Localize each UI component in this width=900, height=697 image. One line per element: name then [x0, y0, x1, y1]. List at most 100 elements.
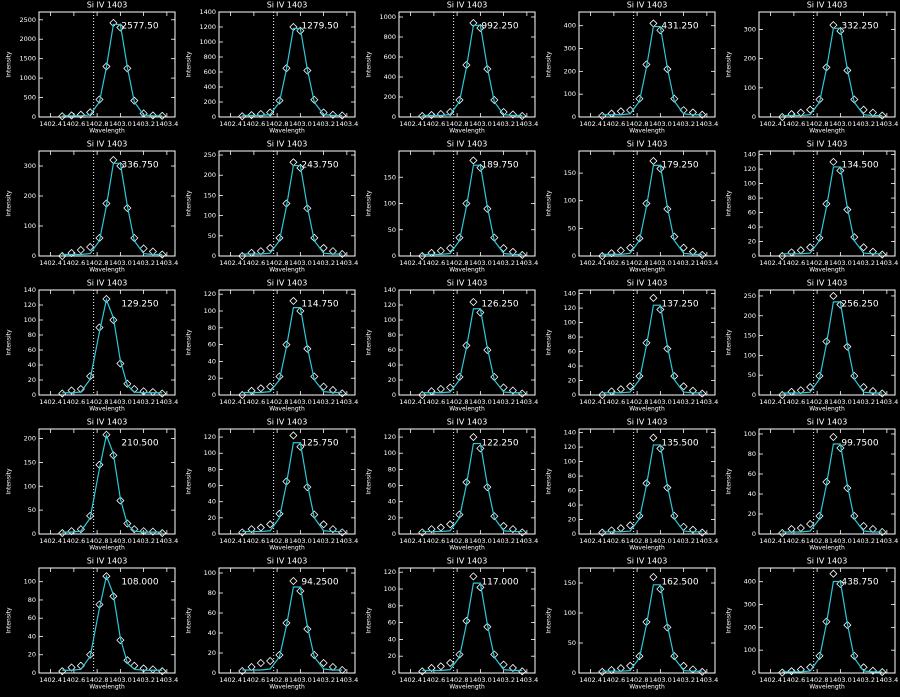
y-tick-label: 0 [212, 113, 216, 121]
x-tick-label: 1403.2 [852, 120, 875, 128]
y-tick-label: 100 [564, 609, 576, 617]
y-tick-label: 50 [208, 232, 216, 240]
x-axis-label: Wavelength [449, 406, 485, 413]
data-point [58, 112, 67, 121]
plot-frame [38, 11, 176, 118]
y-tick-label: 80 [28, 596, 36, 604]
x-tick-label: 1403.2 [132, 259, 155, 267]
y-axis-label: Intensity [186, 468, 193, 495]
panel-title: Si IV 1403 [447, 279, 488, 288]
y-axis-label: Intensity [366, 329, 373, 356]
y-tick-label: 0 [32, 113, 36, 121]
x-tick-label: 1403.4 [515, 259, 538, 267]
y-tick-label: 0 [212, 669, 216, 677]
y-tick-label: 200 [564, 67, 576, 75]
x-tick-label: 1402.8 [626, 537, 649, 545]
y-tick-label: 80 [388, 331, 396, 339]
y-tick-label: 200 [24, 192, 36, 200]
data-point [663, 344, 672, 353]
data-point [427, 663, 436, 673]
data-point [296, 163, 305, 173]
annotation: 137.250 [661, 300, 698, 310]
annotation: 2577.50 [121, 22, 158, 32]
data-point [859, 521, 868, 531]
x-tick-label: 1403.0 [649, 120, 672, 128]
data-point [806, 243, 815, 252]
x-tick-label: 1402.4 [399, 537, 422, 545]
x-tick-label: 1403.0 [109, 537, 132, 545]
y-tick-label: 200 [744, 623, 756, 631]
data-point [469, 297, 478, 307]
data-point [86, 650, 95, 659]
x-axis-label: Wavelength [809, 267, 845, 274]
fit-line [782, 443, 883, 533]
data-point [490, 512, 499, 521]
data-point [446, 658, 455, 667]
x-tick-label: 1403.2 [672, 259, 695, 267]
data-point [436, 662, 445, 671]
y-tick-label: 300 [24, 162, 36, 170]
x-tick-label: 1402.8 [266, 120, 289, 128]
fit-line [602, 26, 703, 116]
y-tick-label: 80 [208, 589, 216, 597]
panel-title: Si IV 1403 [627, 557, 668, 566]
data-point [829, 432, 838, 442]
x-tick-label: 1403.0 [289, 120, 312, 128]
data-point [109, 592, 118, 601]
y-tick-label: 1000 [379, 13, 396, 21]
y-axis-label: Intensity [546, 468, 553, 495]
x-tick-label: 1402.4 [579, 120, 602, 128]
data-point [868, 666, 877, 675]
data-point [836, 443, 845, 453]
y-axis-label: Intensity [546, 329, 553, 356]
data-point [635, 652, 644, 661]
x-tick-label: 1403.2 [672, 398, 695, 406]
data-point [483, 64, 492, 74]
data-point [649, 433, 658, 442]
data-point [499, 660, 508, 669]
data-point [626, 521, 635, 530]
x-tick-label: 1403.2 [312, 676, 335, 684]
data-point [843, 342, 852, 351]
data-point [656, 584, 665, 594]
data-point [483, 204, 492, 213]
x-tick-label: 1402.8 [446, 537, 469, 545]
y-tick-label: 100 [384, 316, 396, 324]
y-tick-label: 20 [28, 651, 36, 659]
data-point [476, 163, 485, 172]
data-point [86, 242, 95, 252]
y-tick-label: 0 [212, 530, 216, 538]
x-axis-label: Wavelength [89, 128, 125, 135]
x-tick-label: 1402.4 [759, 398, 782, 406]
data-point [109, 315, 118, 325]
data-point [86, 511, 95, 520]
x-axis-label: Wavelength [629, 684, 665, 691]
x-tick-label: 1403.2 [132, 120, 155, 128]
data-point [123, 379, 132, 388]
y-tick-label: 100 [564, 458, 576, 466]
x-tick-label: 1403.0 [649, 537, 672, 545]
plot-frame [398, 567, 536, 674]
x-tick-label: 1402.6 [782, 537, 805, 545]
x-tick-label: 1402.6 [602, 398, 625, 406]
x-tick-label: 1402.6 [602, 259, 625, 267]
y-axis-label: Intensity [366, 607, 373, 634]
y-axis-label: Intensity [366, 51, 373, 78]
x-tick-label: 1403.4 [515, 398, 538, 406]
panel-title: Si IV 1403 [87, 418, 128, 427]
x-tick-label: 1402.4 [579, 398, 602, 406]
data-point [247, 525, 256, 534]
panel-title: Si IV 1403 [267, 140, 308, 149]
panel-title: Si IV 1403 [627, 279, 668, 288]
data-point [670, 652, 679, 661]
x-tick-label: 1403.4 [515, 120, 538, 128]
data-point [319, 382, 328, 391]
panel-title: Si IV 1403 [267, 557, 308, 566]
annotation: 992.250 [481, 22, 518, 32]
data-point [158, 250, 167, 259]
x-tick-label: 1402.8 [86, 537, 109, 545]
y-tick-label: 100 [384, 449, 396, 457]
x-tick-label: 1402.4 [759, 537, 782, 545]
plot-frame [758, 289, 896, 396]
y-tick-label: 80 [208, 324, 216, 332]
